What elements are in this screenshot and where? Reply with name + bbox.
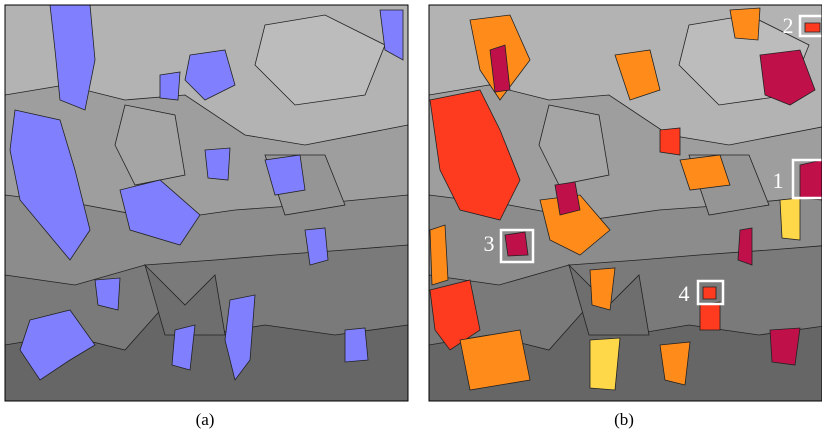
page: {"panels": [{"caption": "(a)"}, {"captio… — [0, 0, 822, 437]
figure: 1 2 3 4 (a) (b) — [0, 0, 822, 437]
panel-caption: (a) — [196, 410, 215, 429]
panel-a — [5, 5, 408, 401]
callout-label: 1 — [773, 168, 784, 193]
panel-b — [429, 5, 822, 401]
callout-label: 2 — [783, 13, 794, 38]
callout-label: 3 — [484, 231, 495, 256]
callout-label: 4 — [679, 281, 690, 306]
panel-caption: (b) — [614, 410, 634, 429]
